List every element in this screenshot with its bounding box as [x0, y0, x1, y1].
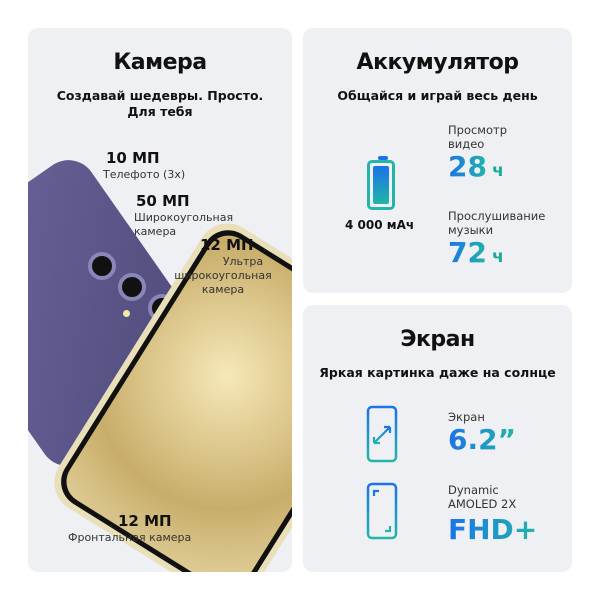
camera-lens-wide — [118, 273, 146, 301]
screen-size-label: Экран — [448, 410, 485, 424]
display-label-1: Dynamic — [448, 483, 499, 497]
battery-icon — [367, 156, 395, 210]
wide-label-2: камера — [134, 225, 177, 238]
screen-panel: Экран Яркая картинка даже на солнце Экра… — [303, 305, 572, 572]
screen-title: Экран — [400, 327, 475, 352]
front-mp: 12 МП — [118, 512, 172, 530]
camera-subtitle-1: Создавай шедевры. Просто. — [56, 88, 264, 103]
music-label-2: музыки — [448, 223, 494, 237]
screen-size-icon — [366, 405, 398, 463]
flash — [123, 310, 130, 317]
camera-subtitle-2: Для тебя — [127, 104, 193, 119]
music-hours: 72 — [448, 236, 487, 269]
music-unit: ч — [492, 247, 504, 267]
wide-mp: 50 МП — [136, 192, 190, 210]
ultra-mp: 12 МП — [200, 236, 254, 254]
screen-size-value: 6.2” — [448, 423, 517, 456]
battery-capacity: 4 000 мАч — [345, 218, 415, 232]
ultra-label-3: камера — [201, 283, 245, 296]
screen-subtitle: Яркая картинка даже на солнце — [319, 365, 556, 380]
video-label-1: Просмотр — [448, 123, 508, 137]
front-label: Фронтальная камера — [68, 531, 192, 544]
video-hours: 28 — [448, 150, 487, 183]
display-value: FHD+ — [448, 513, 538, 546]
camera-title: Камера — [113, 50, 207, 75]
battery-title: Аккумулятор — [356, 50, 519, 75]
camera-lens-tele — [88, 252, 116, 280]
battery-panel: Аккумулятор Общайся и играй весь день 4 … — [303, 28, 572, 293]
display-label-2: AMOLED 2X — [448, 497, 517, 511]
ultra-label-1: Ультра — [222, 255, 264, 268]
camera-panel: Камера Создавай шедевры. Просто. Для теб… — [28, 28, 292, 572]
video-label-2: видео — [448, 137, 485, 151]
music-label-1: Прослушивание — [448, 209, 546, 223]
battery-subtitle: Общайся и играй весь день — [337, 88, 538, 103]
wide-label-1: Широкоугольная — [134, 211, 234, 224]
video-unit: ч — [492, 161, 504, 181]
display-icon — [366, 482, 398, 540]
tele-mp: 10 МП — [106, 149, 160, 167]
ultra-label-2: широкоугольная — [174, 269, 272, 282]
tele-label: Телефото (3x) — [103, 168, 186, 181]
